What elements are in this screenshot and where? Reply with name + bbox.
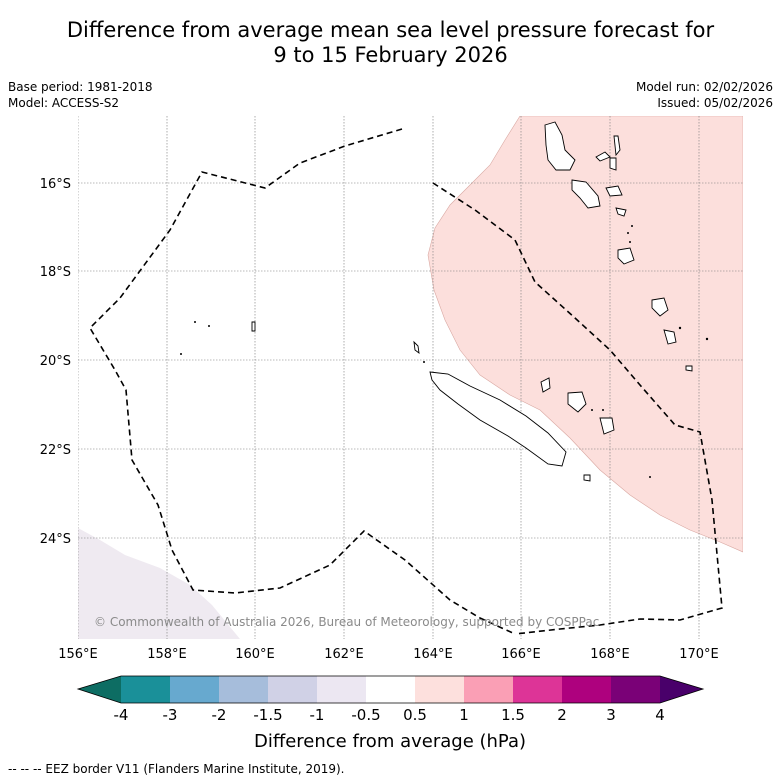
colorbar-tick: 0.5 [403, 706, 427, 724]
eez-border-vanuatu-newcaledonia [432, 182, 723, 635]
ambae-island [595, 151, 611, 162]
colorbar-tick: 3 [606, 706, 616, 724]
new-caledonia-grande-terre [429, 371, 567, 467]
model-run: Model run: 02/02/2026 [635, 80, 773, 94]
colorbar-outline [76, 675, 705, 704]
positive-anomaly-region [427, 116, 743, 553]
colorbar-tick-labels: -4 -3 -2 -1.5 -1 -0.5 0.5 1 1.5 2 3 4 [114, 706, 665, 724]
belep-islands [413, 340, 420, 355]
aneityum-island [685, 365, 693, 372]
erromango-island [651, 297, 669, 317]
islet [705, 337, 709, 341]
lon-label: 166°E [501, 647, 541, 662]
lon-label: 156°E [58, 647, 98, 662]
islet [631, 225, 633, 227]
lifou-island [567, 391, 587, 413]
small-islets [180, 225, 709, 478]
mare-island [599, 417, 615, 435]
colorbar-tick: -0.5 [351, 706, 380, 724]
colorbar-label: Difference from average (hPa) [254, 731, 526, 752]
islet [180, 353, 182, 355]
colorbar-tick: -3 [163, 706, 178, 724]
lon-label: 164°E [413, 647, 453, 662]
islet [649, 476, 651, 478]
eez-footnote: -- -- -- EEZ border V11 (Flanders Marine… [8, 762, 345, 776]
lon-label: 158°E [147, 647, 187, 662]
negative-anomaly-region [78, 528, 240, 639]
colorbar-tick: -2 [212, 706, 227, 724]
title-line-1: Difference from average mean sea level p… [66, 18, 715, 42]
colorbar-segment [611, 676, 660, 703]
colorbar-segment [562, 676, 611, 703]
colorbar-segment [121, 676, 170, 703]
issued-date: Issued: 05/02/2026 [657, 96, 773, 110]
colorbar-tick: 4 [655, 706, 665, 724]
ouvea-island [540, 377, 551, 393]
base-period: Base period: 1981-2018 [8, 80, 153, 94]
colorbar-tick: 2 [557, 706, 567, 724]
colorbar-tick: 1.5 [501, 706, 525, 724]
colorbar-segment [464, 676, 513, 703]
islet [423, 361, 425, 363]
isle-of-pines [583, 474, 591, 482]
lon-label: 168°E [590, 647, 630, 662]
espiritu-santo [544, 121, 576, 171]
islet [627, 232, 629, 234]
colorbar [76, 675, 705, 704]
lat-label: 20°S [40, 354, 71, 369]
ambrym-island [605, 185, 623, 197]
lon-label: 170°E [679, 647, 719, 662]
islet [591, 409, 593, 411]
colorbar-segment [366, 676, 415, 703]
lat-label: 16°S [40, 177, 71, 192]
colorbar-tick: -1.5 [253, 706, 282, 724]
islet [629, 241, 631, 243]
lat-label: 22°S [40, 443, 71, 458]
colorbar-segment [513, 676, 562, 703]
eez-border-solomon-coral [88, 128, 516, 635]
lon-label: 160°E [235, 647, 275, 662]
eez-borders [88, 128, 723, 635]
islet [678, 326, 682, 330]
map-area: © Commonwealth of Australia 2026, Bureau… [78, 116, 743, 639]
colorbar-segment [268, 676, 317, 703]
meta-right: Model run: 02/02/2026 Issued: 05/02/2026 [636, 79, 773, 111]
islet [208, 325, 210, 327]
title-line-2: 9 to 15 February 2026 [273, 43, 508, 67]
colorbar-low-extension [78, 676, 121, 703]
colorbar-segment [415, 676, 464, 703]
lon-label: 162°E [324, 647, 364, 662]
lat-label: 24°S [40, 532, 71, 547]
chesterfield-islet-a [251, 321, 256, 332]
malakula-island [571, 179, 601, 209]
model-name: Model: ACCESS-S2 [8, 96, 120, 110]
efate-island [617, 247, 635, 265]
copyright-text: © Commonwealth of Australia 2026, Bureau… [94, 615, 599, 629]
islet [602, 409, 604, 411]
colorbar-high-extension [660, 676, 703, 703]
colorbar-tick: 1 [459, 706, 469, 724]
tanna-island [663, 329, 677, 345]
islet [194, 321, 196, 323]
lat-label: 18°S [40, 265, 71, 280]
longitude-labels: 156°E 158°E 160°E 162°E 164°E 166°E 168°… [58, 647, 719, 662]
colorbar-segment [317, 676, 366, 703]
colorbar-tick: -1 [310, 706, 325, 724]
meta-left: Base period: 1981-2018 Model: ACCESS-S2 [8, 79, 153, 111]
epi-island [615, 207, 627, 217]
maewo-island [613, 135, 621, 157]
colorbar-segment [219, 676, 268, 703]
chart-title: Difference from average mean sea level p… [0, 18, 781, 68]
pentecost-island [609, 157, 617, 171]
colorbar-tick: -4 [114, 706, 129, 724]
colorbar-segment [170, 676, 219, 703]
latitude-labels: 16°S 18°S 20°S 22°S 24°S [40, 177, 71, 547]
land-outlines [251, 121, 693, 482]
